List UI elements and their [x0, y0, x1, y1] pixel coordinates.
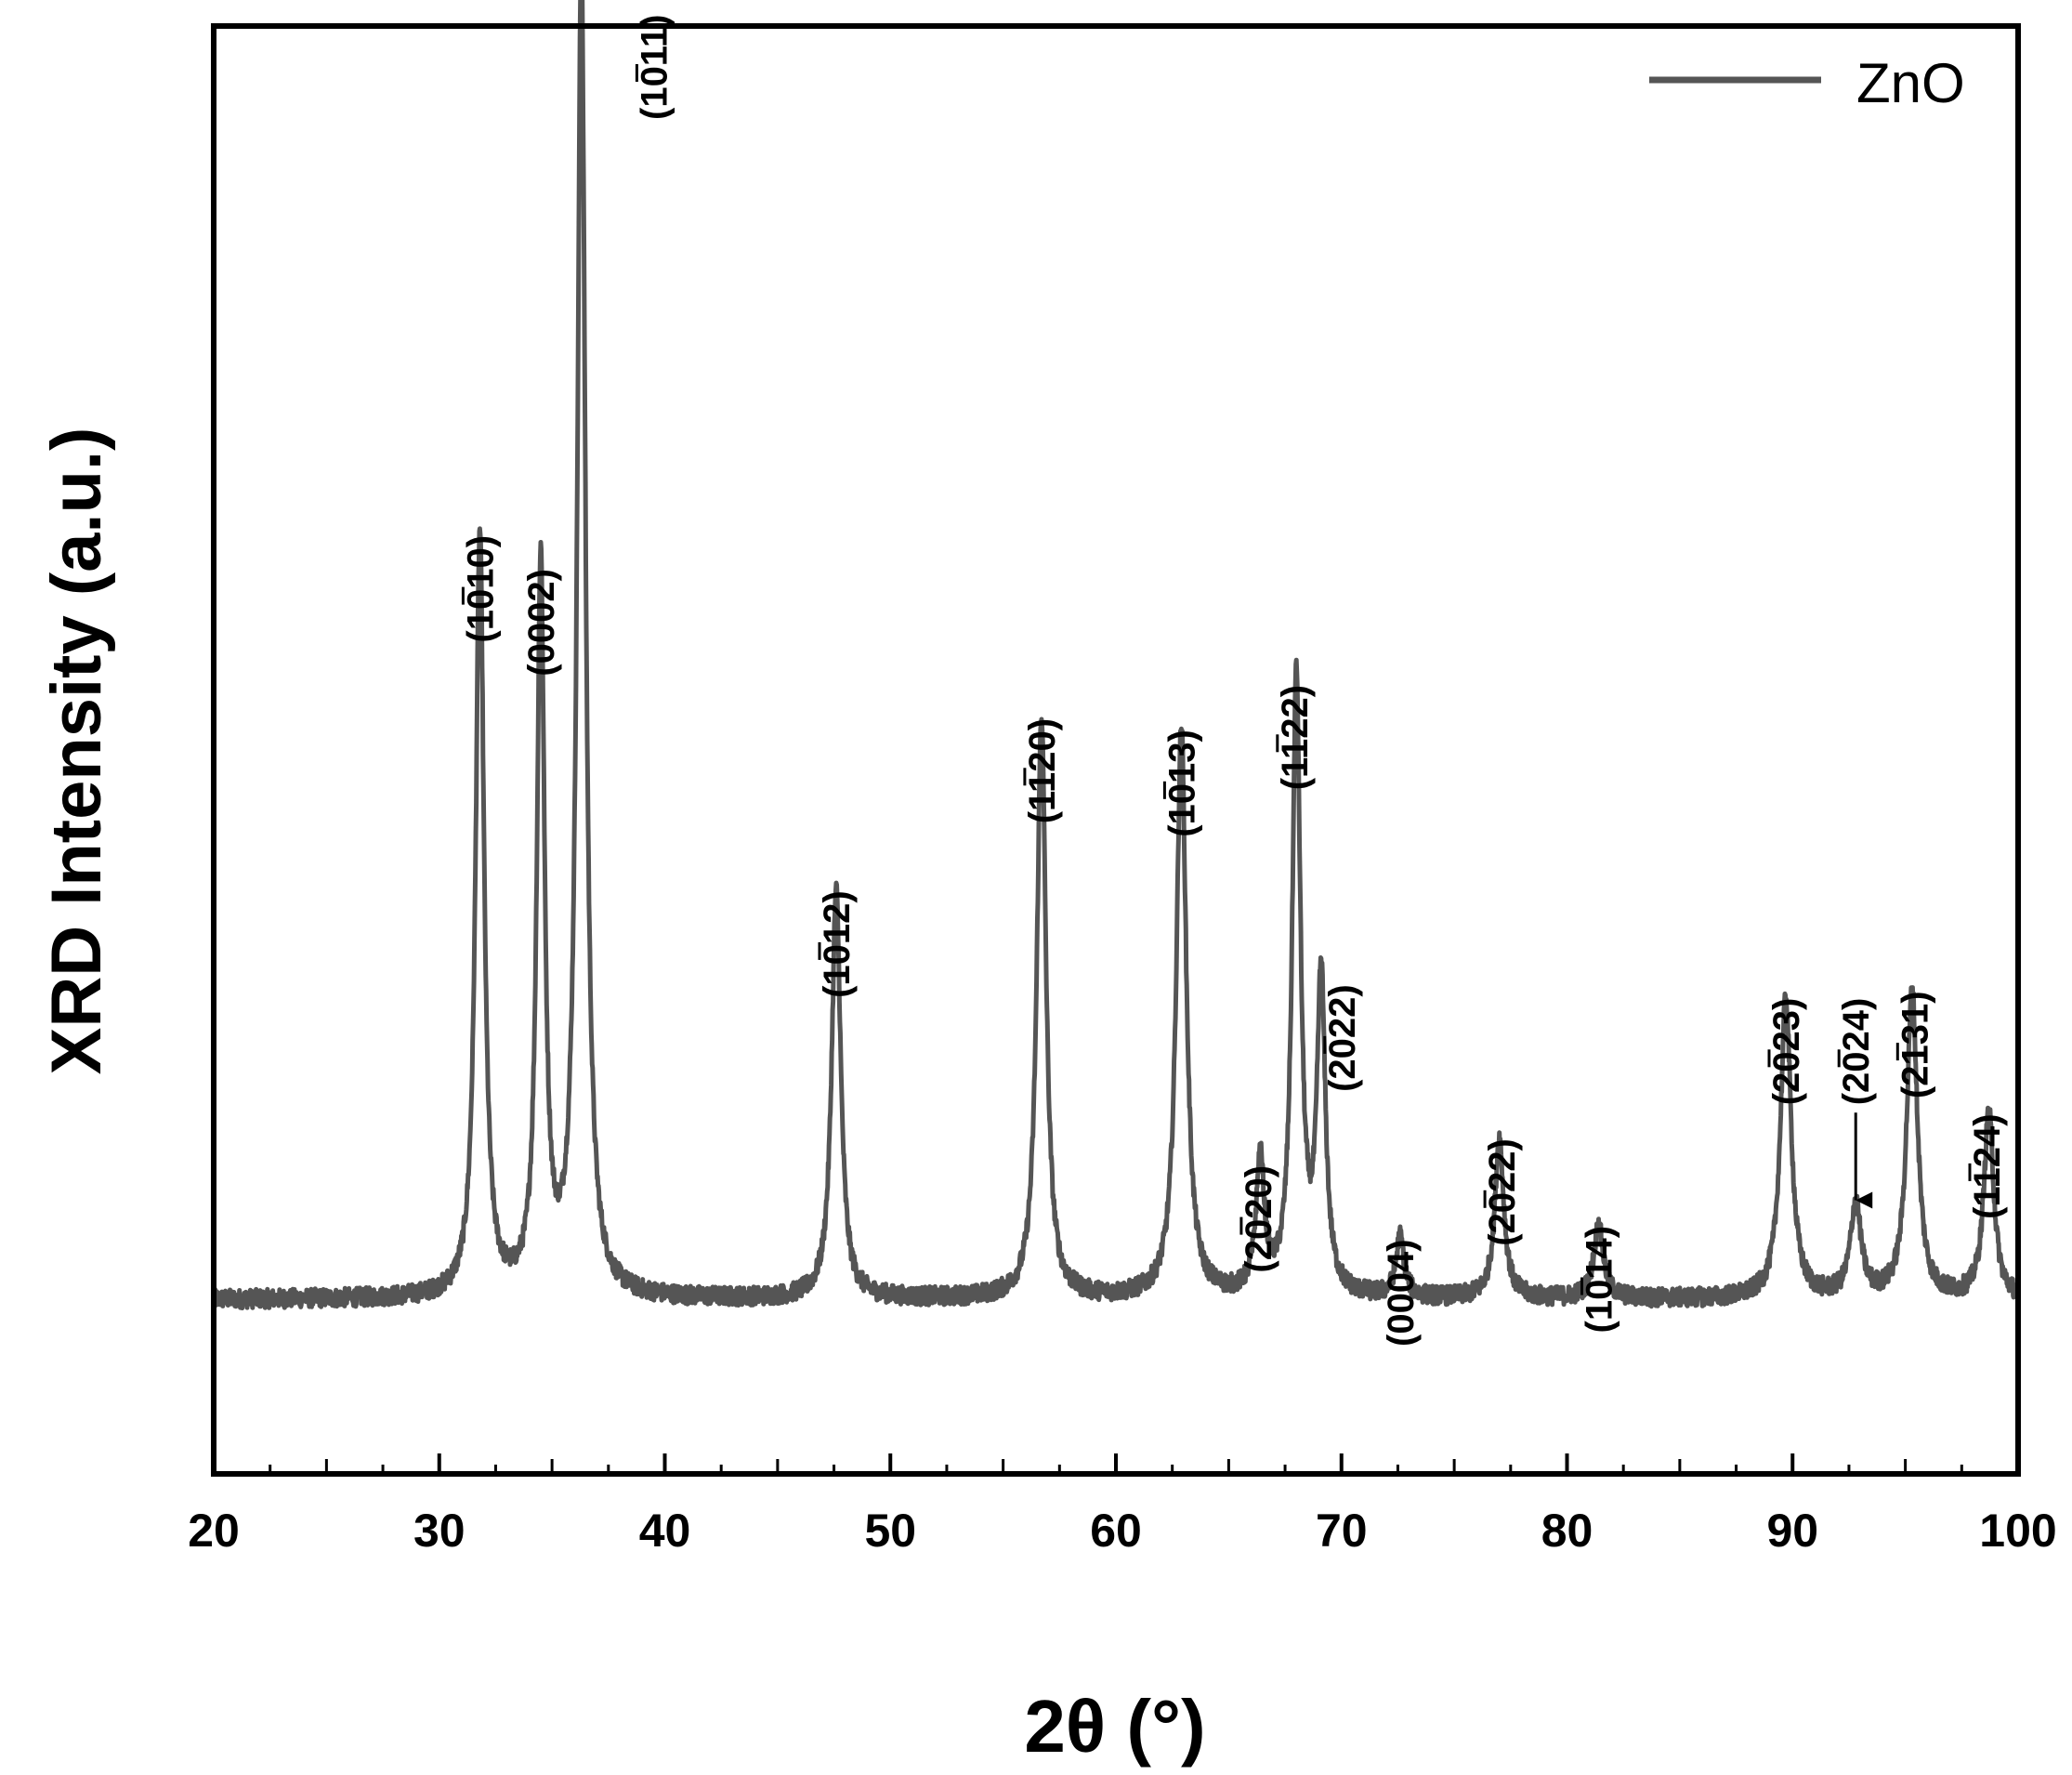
peak-label-text: (1013) [1161, 730, 1202, 837]
peak-label: (2024) [1836, 998, 1877, 1106]
peak-label-text: (2023) [1766, 998, 1807, 1106]
x-tick-label: 100 [1979, 1505, 2056, 1557]
peak-label: (2131) [1895, 991, 1935, 1098]
x-tick-label: 40 [639, 1505, 691, 1557]
peak-label: (1011) [634, 15, 675, 120]
x-tick-label: 20 [188, 1505, 240, 1557]
peak-label-text: (1011) [634, 15, 675, 120]
x-tick-label: 60 [1090, 1505, 1142, 1557]
peak-label: (1012) [817, 890, 858, 998]
legend: ZnO [1649, 52, 1965, 114]
peak-label-text: (0002) [521, 569, 562, 677]
peak-label: (2022) [1322, 984, 1363, 1092]
peak-label-text: (1124) [1967, 1113, 2008, 1218]
peak-label: (1010) [460, 535, 501, 643]
peak-label-text: (2020) [1239, 1165, 1279, 1273]
x-tick-label: 90 [1766, 1505, 1818, 1557]
x-tick-label: 50 [864, 1505, 916, 1557]
peak-label: (0002) [521, 569, 562, 677]
peak-label: (2020) [1239, 1165, 1279, 1273]
peak-label-text: (2022) [1482, 1138, 1523, 1246]
x-tick-label: 30 [413, 1505, 466, 1557]
peak-label-text: (2024) [1836, 998, 1877, 1106]
peak-label: (2023) [1766, 998, 1807, 1106]
peak-label-text: (1122) [1275, 685, 1316, 790]
peak-label: (1124) [1967, 1113, 2008, 1218]
peak-label: (0004) [1381, 1239, 1422, 1347]
peak-label-text: (2131) [1895, 991, 1935, 1098]
peak-label-text: (1014) [1580, 1226, 1620, 1334]
peak-label: (1013) [1161, 730, 1202, 837]
x-axis-title: 2θ (°) [1024, 1685, 1205, 1768]
peak-label: (1120) [1022, 718, 1063, 823]
peak-label: (1122) [1275, 685, 1316, 790]
legend-label-zno: ZnO [1856, 52, 1965, 114]
peak-label-text: (2022) [1322, 984, 1363, 1092]
x-tick-label: 70 [1316, 1505, 1368, 1557]
peak-label-text: (1120) [1022, 718, 1063, 823]
peak-label-text: (1012) [817, 890, 858, 998]
peak-label: (1014) [1580, 1226, 1620, 1334]
series-line-zno [211, 0, 2021, 1310]
x-tick-label: 80 [1541, 1505, 1593, 1557]
peak-label-text: (0004) [1381, 1239, 1422, 1347]
peak-label: (2022) [1482, 1138, 1523, 1246]
peak-label-text: (1010) [460, 535, 501, 643]
y-axis-title: XRD Intensity (a.u.) [37, 427, 116, 1075]
